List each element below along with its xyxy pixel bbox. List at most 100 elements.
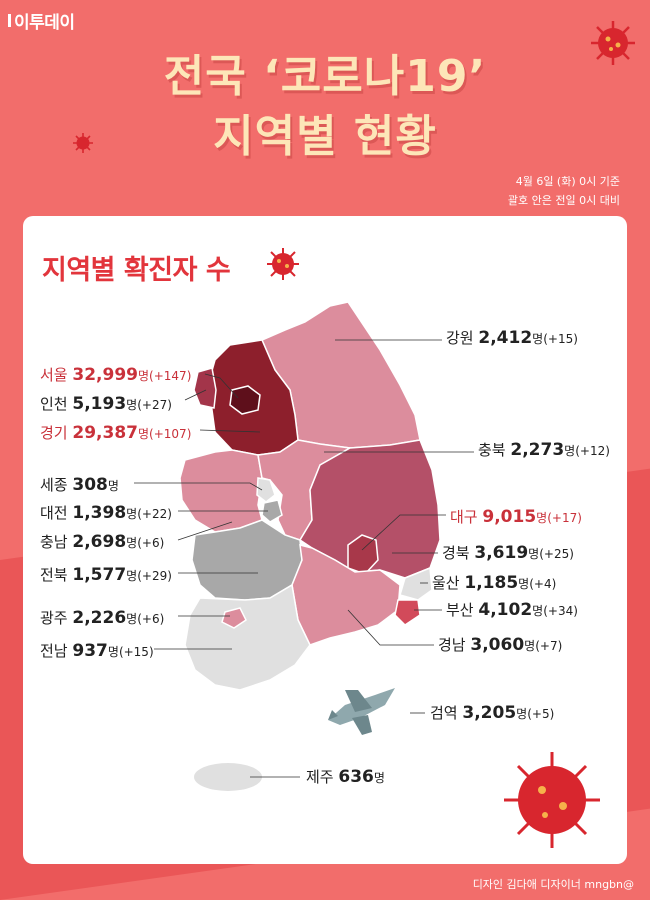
seoul-unit: 명 bbox=[138, 369, 150, 383]
virus-icon-section bbox=[267, 248, 299, 280]
chungnam-name: 충남 bbox=[40, 533, 68, 551]
jeonbuk-unit: 명 bbox=[126, 569, 138, 583]
sejong-count: 308 bbox=[72, 475, 108, 495]
chungnam-unit: 명 bbox=[126, 536, 138, 550]
leader-lines bbox=[134, 339, 474, 778]
quarantine-unit: 명 bbox=[516, 707, 528, 721]
jeonnam-count: 937 bbox=[72, 641, 108, 661]
quarantine-name: 검역 bbox=[430, 704, 458, 722]
virus-icon-top-right bbox=[591, 21, 635, 65]
label-gwangju: 광주 2,226명(+6) bbox=[40, 607, 164, 628]
jeonnam-name: 전남 bbox=[40, 642, 68, 660]
virus-icon-bottom-right bbox=[504, 752, 600, 848]
label-incheon: 인천 5,193명(+27) bbox=[40, 393, 172, 414]
title-line-2: 지역별 현황 bbox=[213, 111, 437, 162]
as-of-comparison: 괄호 안은 전일 0시 대비 bbox=[507, 194, 620, 207]
region-seoul bbox=[229, 385, 261, 415]
region-ulsan bbox=[399, 566, 433, 601]
label-jeonnam: 전남 937명(+15) bbox=[40, 640, 154, 661]
jeonnam-unit: 명 bbox=[107, 645, 119, 659]
design-credit: 디자인 김다애 디자이너 mngbn@ bbox=[472, 878, 634, 891]
label-gangwon: 강원 2,412명(+15) bbox=[446, 327, 578, 348]
ulsan-inc: (+4) bbox=[529, 577, 557, 591]
seoul-inc: (+147) bbox=[149, 369, 192, 383]
daegu-count: 9,015 bbox=[482, 507, 537, 527]
quarantine-inc: (+5) bbox=[527, 707, 555, 721]
chungbuk-unit: 명 bbox=[564, 444, 576, 458]
label-gyeonggi: 경기 29,387명(+107) bbox=[40, 422, 191, 443]
gyeongbuk-count: 3,619 bbox=[474, 543, 529, 563]
incheon-name: 인천 bbox=[40, 395, 68, 413]
region-jeonnam bbox=[184, 583, 311, 691]
daejeon-count: 1,398 bbox=[72, 503, 127, 523]
ulsan-unit: 명 bbox=[518, 577, 530, 591]
gyeongnam-count: 3,060 bbox=[470, 635, 525, 655]
brand-text: 이투데이 bbox=[14, 13, 75, 33]
chungnam-count: 2,698 bbox=[72, 532, 127, 552]
gangwon-inc: (+15) bbox=[543, 332, 578, 346]
gyeongbuk-unit: 명 bbox=[528, 547, 540, 561]
label-daejeon: 대전 1,398명(+22) bbox=[40, 502, 172, 523]
label-jeonbuk: 전북 1,577명(+29) bbox=[40, 564, 172, 585]
gwangju-unit: 명 bbox=[126, 612, 138, 626]
incheon-inc: (+27) bbox=[137, 398, 172, 412]
seoul-name: 서울 bbox=[40, 366, 68, 384]
as-of-date: 4월 6일 (화) 0시 기준 bbox=[515, 175, 620, 188]
chungbuk-inc: (+12) bbox=[575, 444, 610, 458]
section-title: 지역별 확진자 수 bbox=[42, 255, 231, 286]
daejeon-name: 대전 bbox=[40, 504, 68, 522]
label-chungbuk: 충북 2,273명(+12) bbox=[478, 439, 610, 460]
chungbuk-count: 2,273 bbox=[510, 440, 565, 460]
region-gwangju bbox=[221, 607, 247, 629]
region-sejong bbox=[256, 477, 276, 503]
jeju-name: 제주 bbox=[306, 768, 334, 786]
label-ulsan: 울산 1,185명(+4) bbox=[432, 572, 556, 593]
gangwon-count: 2,412 bbox=[478, 328, 533, 348]
airplane-icon bbox=[328, 688, 395, 735]
region-busan bbox=[394, 599, 421, 626]
gwangju-name: 광주 bbox=[40, 609, 68, 627]
daegu-inc: (+17) bbox=[547, 511, 582, 525]
region-incheon bbox=[193, 367, 217, 409]
jeonnam-inc: (+15) bbox=[118, 645, 154, 659]
label-jeju: 제주 636명 bbox=[306, 766, 385, 787]
gyeonggi-name: 경기 bbox=[40, 424, 68, 442]
incheon-unit: 명 bbox=[126, 398, 138, 412]
seoul-count: 32,999 bbox=[72, 365, 138, 385]
quarantine-count: 3,205 bbox=[462, 703, 517, 723]
daejeon-inc: (+22) bbox=[137, 507, 172, 521]
gyeongnam-name: 경남 bbox=[438, 636, 466, 654]
region-daejeon bbox=[261, 499, 283, 523]
jeju-count: 636 bbox=[338, 767, 374, 787]
label-busan: 부산 4,102명(+34) bbox=[446, 599, 578, 620]
title-line-1: 전국 ‘코로나19’ bbox=[163, 51, 487, 102]
incheon-count: 5,193 bbox=[72, 394, 127, 414]
label-quarantine: 검역 3,205명(+5) bbox=[430, 702, 554, 723]
ulsan-name: 울산 bbox=[432, 574, 460, 592]
gyeongbuk-name: 경북 bbox=[442, 544, 470, 562]
chungbuk-name: 충북 bbox=[478, 441, 506, 459]
region-jeju bbox=[194, 763, 262, 791]
gyeongbuk-inc: (+25) bbox=[539, 547, 574, 561]
gyeonggi-unit: 명 bbox=[138, 427, 150, 441]
gwangju-count: 2,226 bbox=[72, 608, 127, 628]
daejeon-unit: 명 bbox=[126, 507, 138, 521]
label-daegu: 대구 9,015명(+17) bbox=[450, 506, 582, 527]
gyeonggi-count: 29,387 bbox=[72, 423, 138, 443]
gangwon-name: 강원 bbox=[446, 329, 474, 347]
as-of-note: 4월 6일 (화) 0시 기준 괄호 안은 전일 0시 대비 bbox=[508, 172, 620, 210]
region-chungnam bbox=[179, 449, 263, 533]
jeonbuk-name: 전북 bbox=[40, 566, 68, 584]
gyeongnam-inc: (+7) bbox=[535, 639, 563, 653]
busan-inc: (+34) bbox=[543, 604, 578, 618]
brand-logo: 이투데이 bbox=[8, 8, 75, 33]
label-sejong: 세종 308명 bbox=[40, 474, 119, 495]
gyeongnam-unit: 명 bbox=[524, 639, 536, 653]
busan-unit: 명 bbox=[532, 604, 544, 618]
busan-count: 4,102 bbox=[478, 600, 533, 620]
gwangju-inc: (+6) bbox=[137, 612, 165, 626]
ulsan-count: 1,185 bbox=[464, 573, 519, 593]
gangwon-unit: 명 bbox=[532, 332, 544, 346]
